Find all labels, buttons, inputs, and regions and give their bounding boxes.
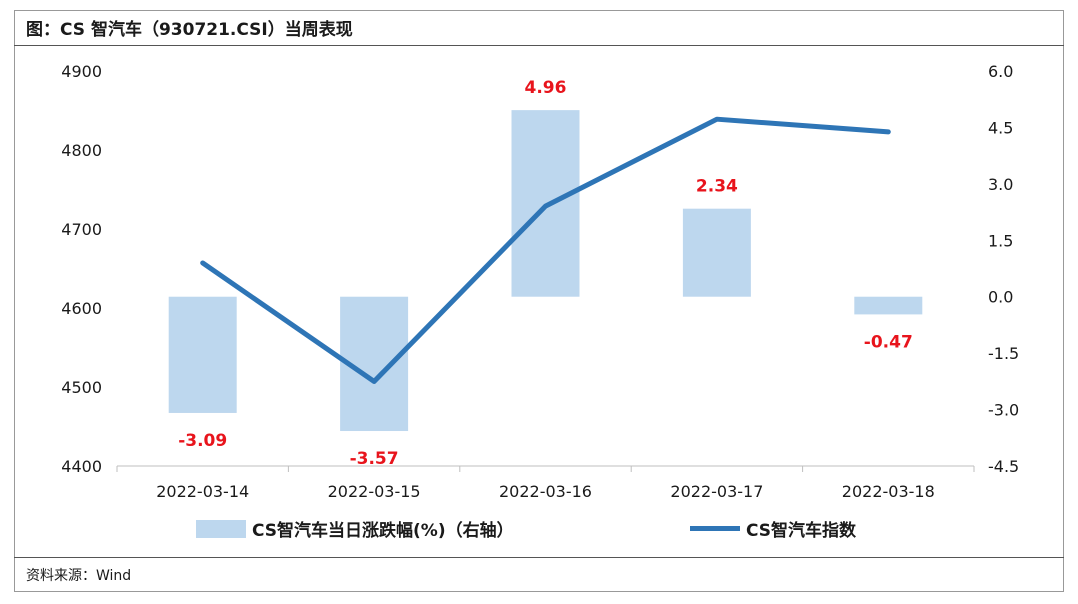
bar: [168, 296, 237, 413]
y-right-tick-label: 0.0: [988, 288, 1013, 307]
y-left-tick-label: 4500: [61, 378, 102, 397]
x-tick-label: 2022-03-18: [842, 482, 935, 501]
x-tick-label: 2022-03-17: [670, 482, 763, 501]
frame-border-right: [1063, 10, 1064, 592]
y-right-tick-label: 4.5: [988, 118, 1013, 137]
y-right-tick-label: -1.5: [988, 344, 1019, 363]
x-tick-label: 2022-03-15: [328, 482, 421, 501]
x-tick-label: 2022-03-16: [499, 482, 592, 501]
bar-data-label: 2.34: [696, 177, 738, 197]
y-right-tick-label: -4.5: [988, 457, 1019, 476]
legend-item-bars: CS智汽车当日涨跌幅(%)（右轴）: [196, 516, 514, 541]
y-right-tick-label: -3.0: [988, 401, 1019, 420]
legend: CS智汽车当日涨跌幅(%)（右轴） CS智汽车指数: [0, 516, 1078, 544]
bar-data-label: -0.47: [864, 332, 913, 352]
bar-data-label: -3.57: [350, 449, 399, 469]
y-left-tick-label: 4900: [61, 62, 102, 81]
title-divider: [14, 45, 1064, 46]
frame-border-left: [14, 10, 15, 592]
source-divider: [14, 557, 1064, 558]
y-left-tick-label: 4600: [61, 299, 102, 318]
y-left-tick-label: 4700: [61, 220, 102, 239]
legend-label-bars: CS智汽车当日涨跌幅(%)（右轴）: [252, 521, 514, 541]
y-right-tick-label: 6.0: [988, 62, 1013, 81]
bar-data-label: -3.09: [178, 431, 227, 451]
x-tick-label: 2022-03-14: [156, 482, 249, 501]
y-right-tick-label: 3.0: [988, 175, 1013, 194]
legend-label-line: CS智汽车指数: [746, 521, 857, 541]
chart-title: 图：CS 智汽车（930721.CSI）当周表现: [26, 20, 353, 40]
bar: [682, 208, 751, 297]
frame-border-top: [14, 10, 1064, 11]
legend-item-line: CS智汽车指数: [690, 516, 856, 541]
source-note: 资料来源：Wind: [26, 568, 132, 584]
legend-swatch-line: [690, 526, 740, 531]
bar: [854, 296, 923, 315]
y-left-tick-label: 4800: [61, 141, 102, 160]
legend-swatch-bar: [196, 519, 246, 538]
y-left-tick-label: 4400: [61, 457, 102, 476]
bar-data-label: 4.96: [525, 78, 567, 98]
frame-border-bottom: [14, 591, 1064, 592]
y-right-tick-label: 1.5: [988, 231, 1013, 250]
index-line: [200, 116, 891, 384]
